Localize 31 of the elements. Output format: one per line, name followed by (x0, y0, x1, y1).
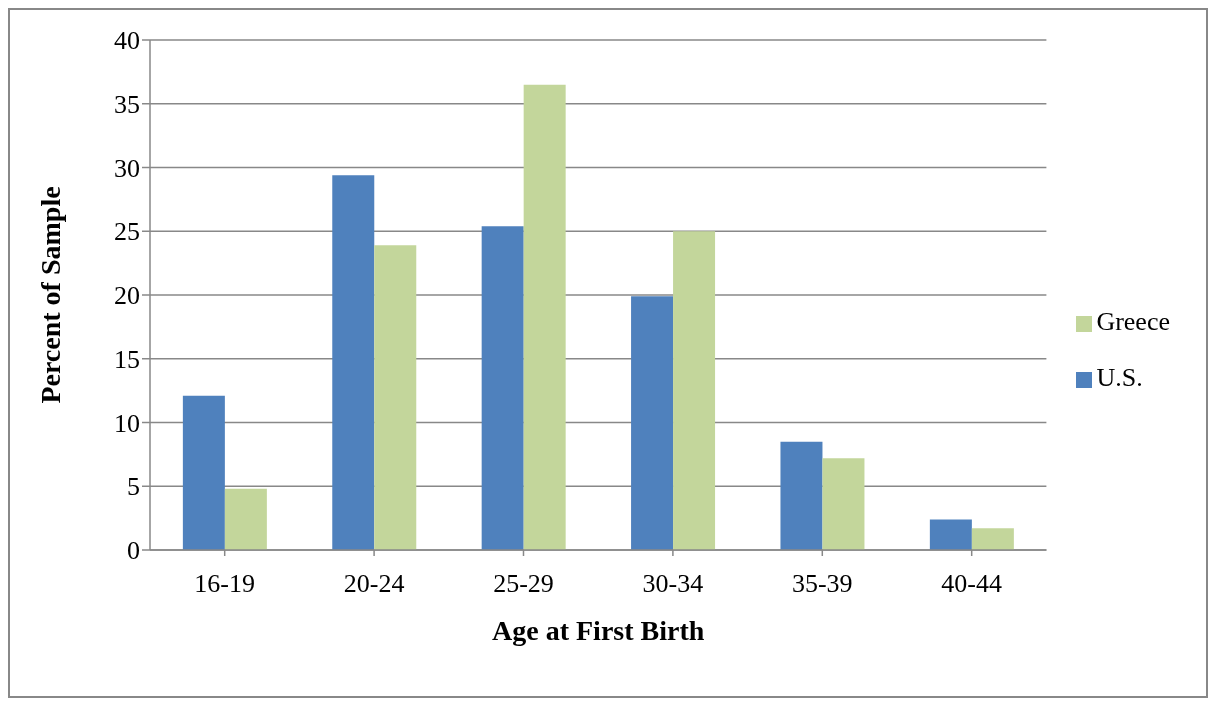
x-tick-label: 30-34 (642, 569, 704, 599)
x-tick-label: 40-44 (941, 569, 1003, 599)
x-tick-label: 16-19 (194, 569, 256, 599)
bar (224, 488, 267, 550)
x-tick-label: 20-24 (343, 569, 405, 599)
bar (971, 528, 1014, 550)
bar (929, 519, 972, 550)
bar (631, 296, 674, 550)
x-axis-title: Age at First Birth (492, 615, 705, 646)
y-tick-label: 5 (127, 472, 140, 502)
legend-label: Greece (1096, 307, 1170, 336)
bar (182, 395, 225, 550)
bar (822, 458, 865, 550)
bar (523, 84, 566, 550)
y-tick-label: 15 (114, 344, 140, 374)
x-tick-label: 35-39 (791, 569, 853, 599)
legend-label: U.S. (1096, 363, 1143, 392)
y-tick-label: 0 (127, 536, 140, 566)
y-tick-label: 20 (114, 281, 140, 311)
y-tick-label: 25 (114, 217, 140, 247)
y-tick-label: 40 (114, 26, 140, 56)
y-tick-label: 35 (114, 89, 140, 119)
y-axis-title: Percent of Sample (34, 186, 66, 404)
y-tick-label: 10 (114, 408, 140, 438)
bar (332, 175, 375, 550)
bar (780, 441, 823, 550)
bar (481, 226, 524, 550)
y-tick-label: 30 (114, 153, 140, 183)
x-tick-label: 25-29 (493, 569, 554, 599)
bar (673, 231, 716, 550)
bar (374, 245, 417, 550)
